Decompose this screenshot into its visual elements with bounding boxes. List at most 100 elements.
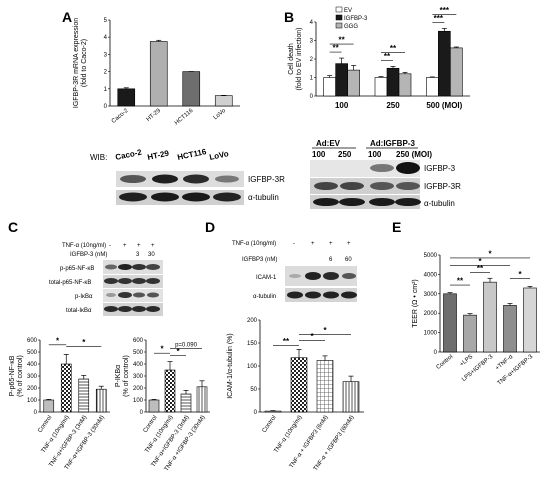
treatment-value: 6 xyxy=(329,257,333,263)
panel-a-x-tick-label: Caco-2 xyxy=(111,108,130,125)
panel-b-y-tick-label: 1 xyxy=(310,76,314,82)
treatment-value: - xyxy=(293,241,295,247)
panel-c-blot-total-ikba xyxy=(103,303,163,316)
panel-c-p65-bar xyxy=(60,363,72,413)
blot-band xyxy=(146,264,160,270)
panel-d-blot-tubulin xyxy=(285,288,357,302)
panel-e-bar xyxy=(503,305,517,353)
panel-c-blot-p-ikba xyxy=(103,289,163,302)
panel-e-sig-label: ** xyxy=(457,277,464,286)
blot-band xyxy=(133,292,145,298)
panel-d-sig-label: ** xyxy=(283,337,290,346)
panel-c-p65-y-tick-label: 300 xyxy=(27,374,38,380)
panel-b-y-axis-title: Cell death xyxy=(288,43,295,75)
panel-a-y-axis-title: (fold to Caco-2) xyxy=(81,39,88,87)
panel-e-bar xyxy=(523,287,537,353)
panel-a-y-tick-label: 0 xyxy=(104,104,108,110)
panel-e-sig-label: * xyxy=(488,249,492,258)
blot-strip xyxy=(310,160,420,177)
panel-e-bar xyxy=(483,281,497,353)
panel-e-y-tick-label: 2000 xyxy=(424,311,438,317)
panel-a-bar xyxy=(214,95,233,107)
panel-b-group-label: Ad:IGFBP-3 xyxy=(370,139,415,148)
panel-e-sig-label: ** xyxy=(477,264,484,273)
panel-c-ikba-y-tick-label: 600 xyxy=(133,338,144,344)
panel-b-bar-ggg xyxy=(398,73,412,97)
blot-band xyxy=(314,182,338,190)
panel-e-bar xyxy=(443,293,457,353)
panel-c-ikba-y-tick-label: 500 xyxy=(133,350,144,356)
blot-band xyxy=(118,292,132,298)
panel-b-row-label: IGFBP-3 xyxy=(424,164,456,173)
blot-band xyxy=(370,164,394,172)
panel-a-letter: A xyxy=(62,9,72,25)
blot-band xyxy=(396,162,420,174)
panel-d-bar xyxy=(316,360,334,413)
panel-c-ikba-bar xyxy=(148,399,160,413)
panel-e-y-tick-label: 4000 xyxy=(424,272,438,278)
blot-band xyxy=(105,264,117,270)
panel-d-treatment-label: TNF-α (10ng/ml) xyxy=(232,241,276,247)
panel-a-x-tick-label: LoVo xyxy=(213,108,228,122)
panel-b-legend-label: EV xyxy=(344,8,352,14)
panel-a-lane-label: Caco-2 xyxy=(115,147,144,161)
panel-a-wib-label: WIB: xyxy=(90,153,107,162)
blot-band xyxy=(289,274,301,278)
panel-b-y-tick-label: 3 xyxy=(310,39,314,45)
panel-b-y-tick-label: 4 xyxy=(310,20,314,26)
panel-c-chart-p65: 0 100 200 300 400 500 600 P-p65-NF-κB (% of cont… xyxy=(9,336,110,471)
blot-strip xyxy=(103,289,163,302)
panel-a-y-tick-label: 4 xyxy=(104,35,108,41)
panel-e-bar xyxy=(463,314,477,353)
panel-d-sig-label: * xyxy=(310,332,314,341)
panel-b-bar-igfbp-3 xyxy=(386,67,400,97)
panel-b-bar-igfbp-3 xyxy=(438,30,451,97)
panel-c-p65-bar xyxy=(43,399,55,413)
panel-a-y-tick-label: 2 xyxy=(104,70,108,76)
panel-e-x-tick-label: TNF-α+IGFBP-3 xyxy=(497,354,535,387)
panel-e-x-tick-label: +LPS xyxy=(459,354,474,368)
panel-d-bar xyxy=(290,357,308,413)
blot-band xyxy=(119,192,147,202)
treatment-value: 3 xyxy=(136,252,140,258)
panel-b-legend-swatch xyxy=(335,6,343,13)
panel-d-row-label: ICAM-1 xyxy=(256,275,277,281)
panel-d-letter: D xyxy=(205,219,215,235)
panel-d-y-axis-title: ICAM-1/α-tubulin (%) xyxy=(227,333,234,399)
treatment-value: - xyxy=(109,243,111,249)
panel-d-x-tick-label: TNF-α (10ng/ml) xyxy=(273,415,303,455)
panel-d-row-label: α-tubulin xyxy=(253,294,276,300)
blot-strip xyxy=(310,178,420,194)
panel-c-p65-y-axis-title: P-p65-NF-κB xyxy=(9,355,16,396)
panel-b-sig-label: ** xyxy=(333,44,340,53)
panel-b-blot-headers: Ad:EV Ad:IGFBP-3 100 250 100 250 (MOI) xyxy=(312,139,432,159)
panel-b-y-axis-title: (fold to EV infection) xyxy=(296,27,303,90)
blot-band xyxy=(132,278,146,284)
panel-c-p65-y-axis-title: (% of control) xyxy=(17,355,24,397)
panel-c-p65-sig-label: * xyxy=(56,336,60,345)
panel-d-x-tick-label: Control xyxy=(262,415,278,434)
panel-a-y-axis-title: IGFBP-3R mRNA expression xyxy=(73,18,80,108)
panel-a-row-label: IGFBP-3R xyxy=(248,175,285,184)
panel-e-letter: E xyxy=(392,219,401,235)
panel-b-sig-label: ** xyxy=(384,52,391,61)
panel-c-p65-y-tick-label: 500 xyxy=(27,350,38,356)
blot-band xyxy=(215,175,239,183)
panel-a-chart: 0 1 2 3 4 5 IGFBP-3R mRNA expression (fold to C… xyxy=(73,18,240,127)
blot-band xyxy=(147,292,159,298)
panel-c-row-label: total-IκBα xyxy=(66,308,92,314)
panel-d-bar xyxy=(264,410,282,413)
panel-c-letter: C xyxy=(8,219,18,235)
panel-e-y-tick-label: 0 xyxy=(434,350,438,356)
panel-c-ikba-y-axis-title: P-IKBα xyxy=(115,365,122,387)
blot-band xyxy=(104,278,118,284)
panel-b-bar-ev xyxy=(374,77,388,97)
panel-c-blot-p-p65 xyxy=(103,260,163,274)
panel-b-lane-label: 100 xyxy=(368,150,382,159)
blot-band xyxy=(369,198,395,206)
panel-d-y-tick-label: 100 xyxy=(247,364,258,370)
panel-e-y-tick-label: 3000 xyxy=(424,292,438,298)
blot-band xyxy=(104,306,118,312)
panel-d-bar xyxy=(342,381,360,413)
